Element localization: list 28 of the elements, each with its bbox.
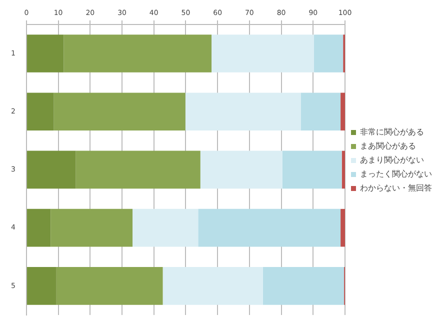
bar — [340, 208, 345, 247]
bar — [76, 150, 200, 189]
bar — [26, 208, 51, 247]
bar — [26, 92, 54, 130]
bar — [185, 92, 301, 130]
legend-label: 非常に関心がある — [360, 128, 424, 137]
bar — [342, 150, 345, 189]
bar — [50, 208, 133, 247]
bar — [314, 34, 344, 72]
bar — [56, 267, 163, 305]
bar — [132, 208, 198, 247]
bar — [212, 34, 314, 72]
bar — [26, 34, 64, 72]
bar — [300, 92, 341, 130]
bar — [64, 34, 212, 72]
bar — [162, 267, 263, 305]
bar — [198, 208, 341, 247]
legend-label: あまり関心がない — [360, 156, 424, 165]
bar — [200, 150, 282, 189]
bar — [54, 92, 186, 130]
bar — [26, 150, 76, 189]
legend-label: まあ関心がある — [360, 142, 416, 151]
bar — [26, 267, 56, 305]
bar — [262, 267, 344, 305]
bar — [282, 150, 342, 189]
legend-label: まったく関心がない — [360, 170, 432, 179]
bar — [340, 92, 345, 130]
legend-label: わからない・無回答 — [360, 184, 432, 193]
